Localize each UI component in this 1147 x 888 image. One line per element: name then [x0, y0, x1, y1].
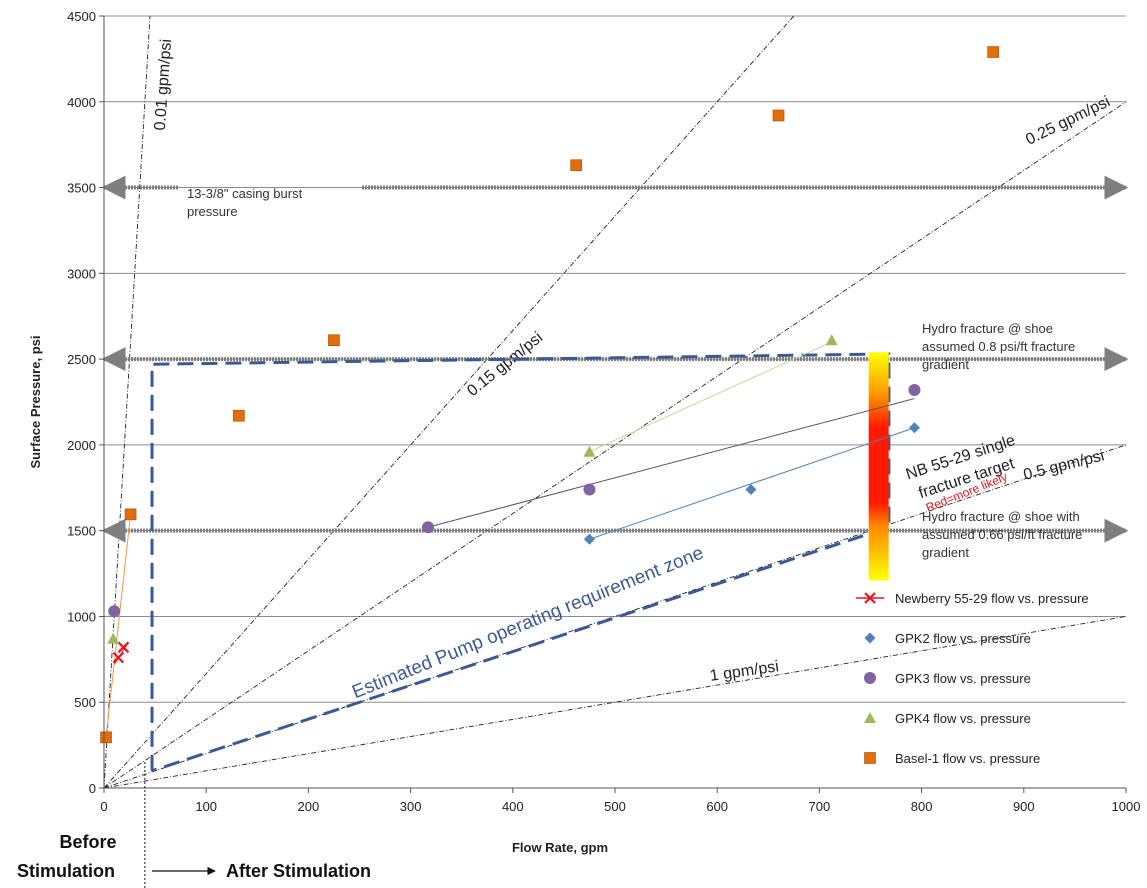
legend-marker	[864, 632, 876, 644]
pressure-limit-label: Hydro fracture @ shoe	[922, 321, 1053, 336]
x-tick-label: 800	[911, 799, 933, 814]
fit-line	[427, 398, 915, 528]
stimulation-labels: Before Stimulation After Stimulation	[17, 762, 371, 888]
reference-line	[103, 616, 1127, 789]
data-point	[908, 383, 921, 396]
data-point	[421, 521, 434, 534]
y-tick-label: 4000	[67, 95, 96, 110]
data-point	[772, 109, 785, 122]
y-tick-label: 1500	[67, 524, 96, 539]
pressure-limit-label: gradient	[922, 545, 969, 560]
x-tick-label: 900	[1013, 799, 1035, 814]
pressure-limit-label: assumed 0.66 psi/ft fracture	[922, 527, 1082, 542]
y-tick-label: 4500	[67, 9, 96, 24]
legend-label: GPK2 flow vs. pressure	[895, 631, 1031, 646]
y-axis-title: Surface Pressure, psi	[28, 336, 43, 469]
reference-line-label: 0.01 gpm/psi	[152, 38, 175, 131]
axes: 0 100 200 300 400 500 600 700 800 900 1000 0 500 1000…	[28, 9, 1140, 855]
reference-line	[103, 15, 795, 789]
reference-line-label: 1 gpm/psi	[709, 658, 780, 684]
legend-marker	[864, 752, 876, 764]
pressure-limit-label: gradient	[922, 357, 969, 372]
before-label: Stimulation	[17, 861, 115, 881]
legend-marker	[864, 592, 876, 604]
target-gradient-bar	[868, 352, 889, 581]
data-point	[107, 632, 120, 644]
series-points	[100, 46, 999, 744]
after-label: After Stimulation	[226, 861, 371, 881]
legend-marker	[864, 712, 876, 723]
series-fit-lines	[105, 341, 915, 738]
x-axis-title: Flow Rate, gpm	[512, 840, 608, 855]
data-point	[987, 46, 999, 58]
legend-label: GPK4 flow vs. pressure	[895, 711, 1031, 726]
pressure-limit-lines: 13-3/8" casing burst pressure Hydro fractu…	[101, 175, 1129, 560]
data-point	[745, 483, 757, 495]
y-tick-label: 2500	[67, 352, 96, 367]
x-tick-label: 300	[400, 799, 422, 814]
pump-zone-label: Estimated Pump operating requirement zon…	[349, 543, 706, 704]
data-point	[570, 159, 582, 172]
x-tick-label: 0	[100, 799, 107, 814]
legend-label: Newberry 55-29 flow vs. pressure	[895, 591, 1089, 606]
data-point	[908, 422, 920, 434]
y-tick-label: 3000	[67, 266, 96, 281]
legend-label: GPK3 flow vs. pressure	[895, 671, 1031, 686]
y-tick-label: 0	[89, 781, 96, 796]
x-tick-label: 600	[706, 799, 728, 814]
pump-operating-zone: Estimated Pump operating requirement zon…	[150, 352, 891, 773]
data-point	[328, 334, 340, 347]
pump-zone-outline	[150, 352, 891, 773]
fit-line	[589, 341, 832, 453]
data-point	[117, 641, 130, 654]
pressure-limit-label: pressure	[187, 204, 238, 219]
data-point	[233, 409, 245, 422]
x-tick-label: 700	[809, 799, 831, 814]
pressure-limit-label: assumed 0.8 psi/ft fracture	[922, 339, 1075, 354]
legend: Newberry 55-29 flow vs. pressure GPK2 flo…	[856, 591, 1089, 766]
y-tick-label: 3500	[67, 181, 96, 196]
fit-line	[589, 427, 915, 540]
fit-line	[105, 514, 132, 738]
pressure-limit-label: Hydro fracture @ shoe with	[922, 509, 1080, 524]
x-tick-label: 1000	[1112, 799, 1141, 814]
legend-marker	[864, 672, 876, 684]
y-tick-label: 1000	[67, 609, 96, 624]
pressure-limit-label: 13-3/8" casing burst	[187, 186, 303, 201]
x-tick-label: 500	[604, 799, 626, 814]
data-point	[108, 605, 121, 618]
y-tick-label: 2000	[67, 438, 96, 453]
y-tick-label: 500	[74, 695, 96, 710]
reference-line-label: 0.5 gpm/psi	[1022, 447, 1106, 484]
data-point	[112, 651, 125, 664]
x-tick-label: 200	[298, 799, 320, 814]
data-point	[124, 508, 137, 521]
data-point	[825, 334, 838, 346]
data-point	[583, 533, 595, 545]
x-tick-label: 100	[195, 799, 217, 814]
data-point	[583, 445, 596, 457]
data-point	[100, 731, 112, 744]
data-point	[583, 483, 596, 496]
before-label: Before	[59, 832, 116, 852]
reference-line	[103, 15, 151, 789]
legend-label: Basel-1 flow vs. pressure	[895, 751, 1040, 766]
x-tick-label: 400	[502, 799, 524, 814]
